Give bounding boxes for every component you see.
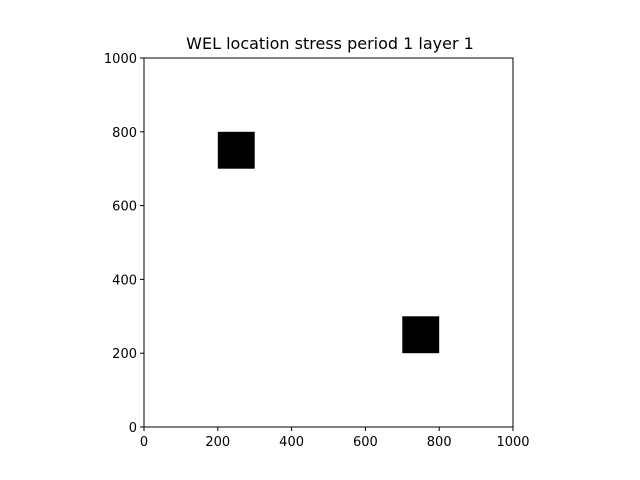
y-tick-label: 0 bbox=[129, 421, 137, 436]
y-axis: 0 200 400 600 800 1000 bbox=[104, 52, 144, 436]
y-tick-label: 800 bbox=[112, 126, 137, 141]
x-tick-label: 0 bbox=[140, 435, 148, 450]
x-tick-label: 200 bbox=[205, 435, 230, 450]
y-tick-label: 400 bbox=[112, 273, 137, 288]
well-cell-1 bbox=[217, 131, 255, 169]
y-tick-label: 600 bbox=[112, 200, 137, 215]
y-tick-label: 200 bbox=[112, 347, 137, 362]
chart-title: WEL location stress period 1 layer 1 bbox=[186, 34, 474, 53]
well-cell-2 bbox=[402, 316, 440, 354]
x-tick-label: 400 bbox=[279, 435, 304, 450]
x-axis: 0 200 400 600 800 1000 bbox=[140, 427, 530, 450]
y-tick-label: 1000 bbox=[104, 52, 137, 67]
x-tick-label: 600 bbox=[353, 435, 378, 450]
x-tick-label: 800 bbox=[427, 435, 452, 450]
axes-frame bbox=[143, 57, 514, 428]
x-tick-label: 1000 bbox=[496, 435, 529, 450]
plot-background bbox=[144, 58, 513, 427]
plot-area bbox=[144, 58, 513, 427]
